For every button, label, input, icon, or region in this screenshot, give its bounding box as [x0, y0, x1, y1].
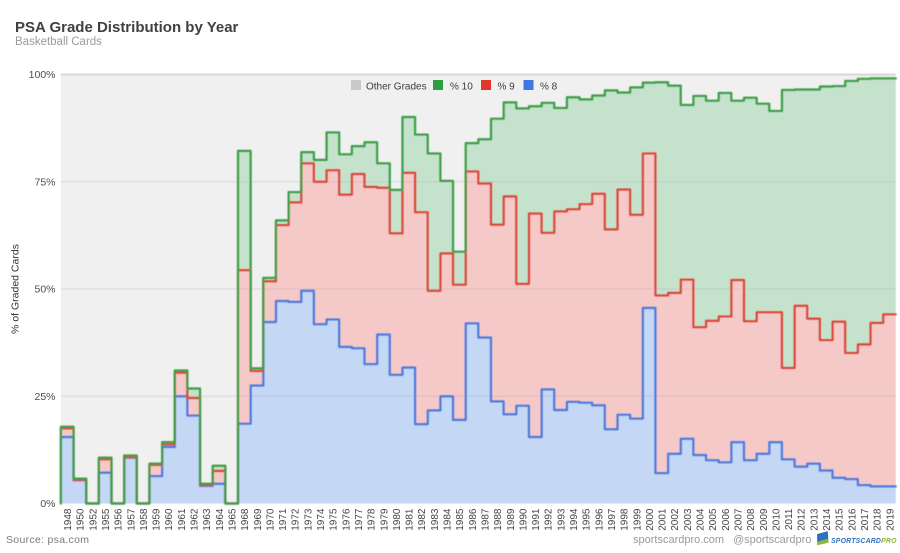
svg-text:2017: 2017: [860, 508, 871, 531]
svg-text:Other Grades: Other Grades: [366, 82, 427, 93]
svg-text:1962: 1962: [190, 508, 201, 531]
svg-text:% of Graded Cards: % of Graded Cards: [10, 244, 22, 334]
svg-text:2016: 2016: [847, 508, 858, 531]
svg-text:1976: 1976: [341, 508, 352, 531]
svg-text:1997: 1997: [607, 508, 618, 531]
svg-text:2010: 2010: [771, 508, 782, 531]
svg-text:1959: 1959: [152, 508, 163, 531]
svg-text:100%: 100%: [29, 69, 56, 81]
svg-text:1994: 1994: [569, 508, 580, 531]
svg-text:1979: 1979: [379, 508, 390, 531]
svg-text:1960: 1960: [164, 508, 175, 531]
svg-text:1964: 1964: [215, 508, 226, 531]
svg-text:75%: 75%: [34, 176, 55, 188]
svg-text:% 9: % 9: [498, 82, 516, 93]
svg-text:2006: 2006: [721, 508, 732, 531]
svg-text:1975: 1975: [329, 508, 340, 531]
svg-text:1956: 1956: [114, 508, 125, 531]
svg-text:SPORTSCARDPRO: SPORTSCARDPRO: [831, 538, 897, 545]
svg-text:1978: 1978: [367, 508, 378, 531]
svg-text:2019: 2019: [885, 508, 896, 531]
svg-text:1955: 1955: [101, 508, 112, 531]
svg-text:2001: 2001: [658, 508, 669, 531]
svg-text:1999: 1999: [632, 508, 643, 531]
svg-text:2000: 2000: [645, 508, 656, 531]
svg-text:1972: 1972: [291, 508, 302, 531]
svg-text:1998: 1998: [620, 508, 631, 531]
svg-text:1968: 1968: [240, 508, 251, 531]
svg-text:1987: 1987: [481, 508, 492, 531]
svg-text:2018: 2018: [873, 508, 884, 531]
svg-text:Basketball Cards: Basketball Cards: [15, 36, 102, 48]
svg-text:2005: 2005: [708, 508, 719, 531]
svg-text:1952: 1952: [88, 508, 99, 531]
svg-text:1971: 1971: [278, 508, 289, 531]
svg-text:1984: 1984: [443, 508, 454, 531]
svg-text:2009: 2009: [759, 508, 770, 531]
svg-text:1991: 1991: [531, 508, 542, 531]
svg-text:2012: 2012: [797, 508, 808, 531]
svg-text:1974: 1974: [316, 508, 327, 531]
svg-text:1982: 1982: [417, 508, 428, 531]
svg-text:2013: 2013: [809, 508, 820, 531]
svg-text:1990: 1990: [518, 508, 529, 531]
svg-text:1993: 1993: [556, 508, 567, 531]
svg-text:2008: 2008: [746, 508, 757, 531]
svg-text:1980: 1980: [392, 508, 403, 531]
svg-text:1969: 1969: [253, 508, 264, 531]
svg-text:1957: 1957: [126, 508, 137, 531]
svg-text:@sportscardpro: @sportscardpro: [733, 534, 811, 546]
svg-text:1961: 1961: [177, 508, 188, 531]
svg-text:2007: 2007: [734, 508, 745, 531]
svg-text:1992: 1992: [544, 508, 555, 531]
svg-text:2015: 2015: [835, 508, 846, 531]
svg-text:25%: 25%: [34, 391, 55, 403]
svg-text:Source: psa.com: Source: psa.com: [6, 534, 89, 546]
svg-text:1977: 1977: [354, 508, 365, 531]
svg-text:1981: 1981: [405, 508, 416, 531]
svg-text:2002: 2002: [670, 508, 681, 531]
svg-text:0%: 0%: [40, 498, 55, 510]
svg-text:1986: 1986: [468, 508, 479, 531]
svg-text:1988: 1988: [493, 508, 504, 531]
svg-text:1996: 1996: [594, 508, 605, 531]
svg-text:sportscardpro.com: sportscardpro.com: [633, 534, 724, 546]
svg-text:1963: 1963: [202, 508, 213, 531]
svg-text:1948: 1948: [63, 508, 74, 531]
svg-text:% 10: % 10: [450, 82, 473, 93]
svg-text:1958: 1958: [139, 508, 150, 531]
svg-text:1973: 1973: [303, 508, 314, 531]
svg-text:1983: 1983: [430, 508, 441, 531]
svg-text:1995: 1995: [582, 508, 593, 531]
svg-text:1970: 1970: [265, 508, 276, 531]
svg-text:1965: 1965: [228, 508, 239, 531]
svg-text:PSA Grade Distribution by Year: PSA Grade Distribution by Year: [15, 19, 239, 36]
svg-text:2014: 2014: [822, 508, 833, 531]
svg-text:% 8: % 8: [540, 82, 558, 93]
svg-text:2004: 2004: [696, 508, 707, 531]
svg-text:1950: 1950: [76, 508, 87, 531]
svg-text:2011: 2011: [784, 508, 795, 530]
svg-text:1989: 1989: [506, 508, 517, 531]
svg-text:1985: 1985: [455, 508, 466, 531]
svg-text:50%: 50%: [34, 284, 55, 296]
svg-text:2003: 2003: [683, 508, 694, 531]
